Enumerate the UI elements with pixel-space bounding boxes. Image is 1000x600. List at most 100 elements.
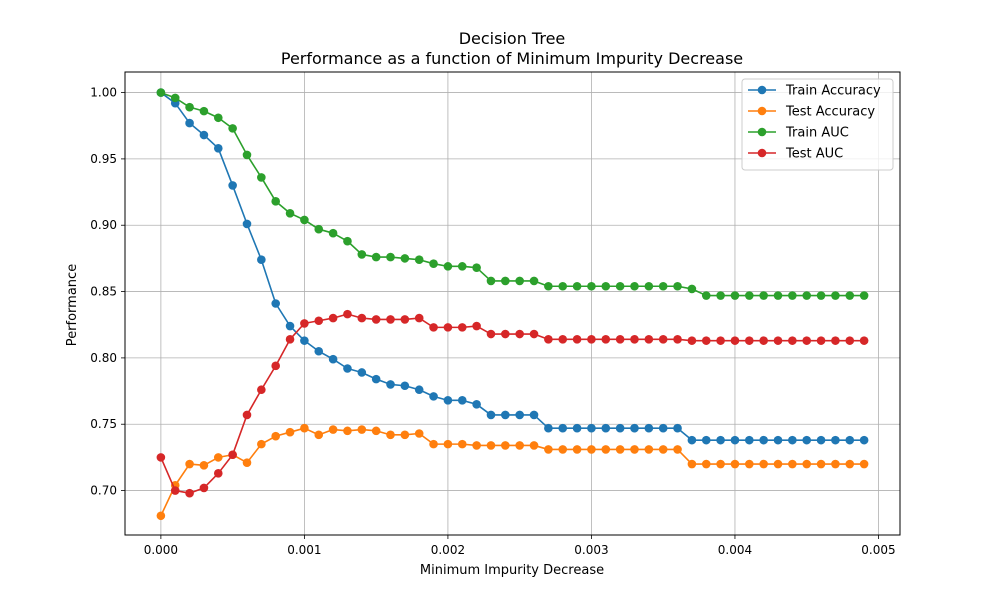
data-point (371, 374, 381, 384)
data-point (414, 429, 424, 438)
data-point (185, 488, 194, 498)
data-point (486, 410, 496, 420)
data-point (328, 313, 338, 323)
data-point (400, 315, 410, 324)
data-point (630, 281, 639, 291)
data-point (673, 335, 682, 344)
data-point (472, 263, 481, 272)
data-point (730, 336, 740, 345)
data-point (371, 315, 381, 324)
data-point (644, 445, 654, 454)
data-point (816, 435, 826, 445)
data-point (414, 385, 424, 395)
data-point (845, 435, 855, 445)
legend-marker (757, 106, 767, 116)
data-point (228, 181, 237, 190)
data-point (802, 336, 812, 345)
data-point (658, 335, 668, 344)
data-point (515, 329, 524, 339)
data-point (529, 441, 539, 450)
plot-area-frame (124, 71, 901, 536)
data-point (343, 364, 352, 373)
data-point (357, 313, 367, 323)
data-point (701, 336, 711, 345)
data-point (242, 219, 252, 229)
data-point (386, 380, 395, 389)
data-point (687, 459, 697, 469)
data-point (300, 336, 309, 345)
data-point (314, 316, 324, 326)
data-point (773, 459, 783, 469)
data-point (343, 236, 352, 246)
data-point (745, 336, 754, 345)
data-point (185, 102, 194, 112)
data-point (831, 435, 840, 445)
data-point (845, 336, 855, 345)
legend-label: Train AUC (785, 126, 849, 141)
legend-label: Test Accuracy (785, 105, 875, 120)
data-point (859, 336, 869, 345)
data-point (802, 435, 812, 445)
data-point (515, 441, 524, 450)
data-point (644, 281, 654, 291)
data-point (213, 143, 223, 153)
data-point (429, 259, 438, 269)
data-point (773, 291, 783, 300)
data-point (831, 291, 840, 300)
data-point (601, 335, 611, 344)
series-train-accuracy (156, 88, 869, 445)
data-point (788, 435, 797, 445)
data-point (673, 445, 682, 454)
data-point (486, 329, 496, 339)
data-point (615, 445, 625, 454)
data-point (587, 335, 596, 344)
data-point (443, 439, 453, 449)
data-point (285, 208, 295, 218)
data-point (199, 461, 209, 470)
data-point (328, 228, 338, 238)
data-point (745, 435, 754, 445)
data-point (472, 321, 481, 331)
series-layer (156, 88, 869, 521)
data-point (845, 459, 855, 469)
data-point (199, 483, 209, 493)
data-point (170, 93, 180, 103)
data-point (328, 354, 338, 364)
data-point (845, 291, 855, 300)
data-point (501, 410, 510, 420)
data-point (501, 441, 510, 450)
data-point (601, 445, 611, 454)
data-point (558, 335, 568, 344)
legend-box (741, 78, 894, 171)
y-tick-label: 0.80 (90, 351, 117, 365)
data-point (242, 410, 252, 420)
data-point (701, 435, 711, 445)
data-point (515, 410, 524, 420)
data-point (199, 106, 209, 116)
data-point (630, 335, 639, 344)
data-point (816, 336, 826, 345)
data-point (687, 435, 697, 445)
chart-title: Decision Tree (459, 29, 566, 48)
data-point (687, 336, 697, 345)
data-point (414, 313, 424, 323)
legend-marker (757, 148, 767, 158)
data-point (386, 430, 395, 440)
data-point (859, 459, 869, 469)
data-point (357, 425, 367, 434)
data-point (529, 410, 539, 420)
data-point (529, 276, 539, 286)
data-point (443, 323, 453, 332)
data-point (831, 336, 840, 345)
series-line (160, 427, 865, 517)
data-point (788, 459, 797, 469)
data-point (314, 346, 324, 356)
y-axis-label: Performance (65, 264, 80, 346)
data-point (386, 315, 395, 324)
data-point (199, 130, 209, 140)
data-point (457, 396, 467, 405)
data-point (343, 426, 352, 436)
data-point (156, 453, 166, 462)
data-point (457, 323, 467, 332)
data-point (601, 281, 611, 291)
